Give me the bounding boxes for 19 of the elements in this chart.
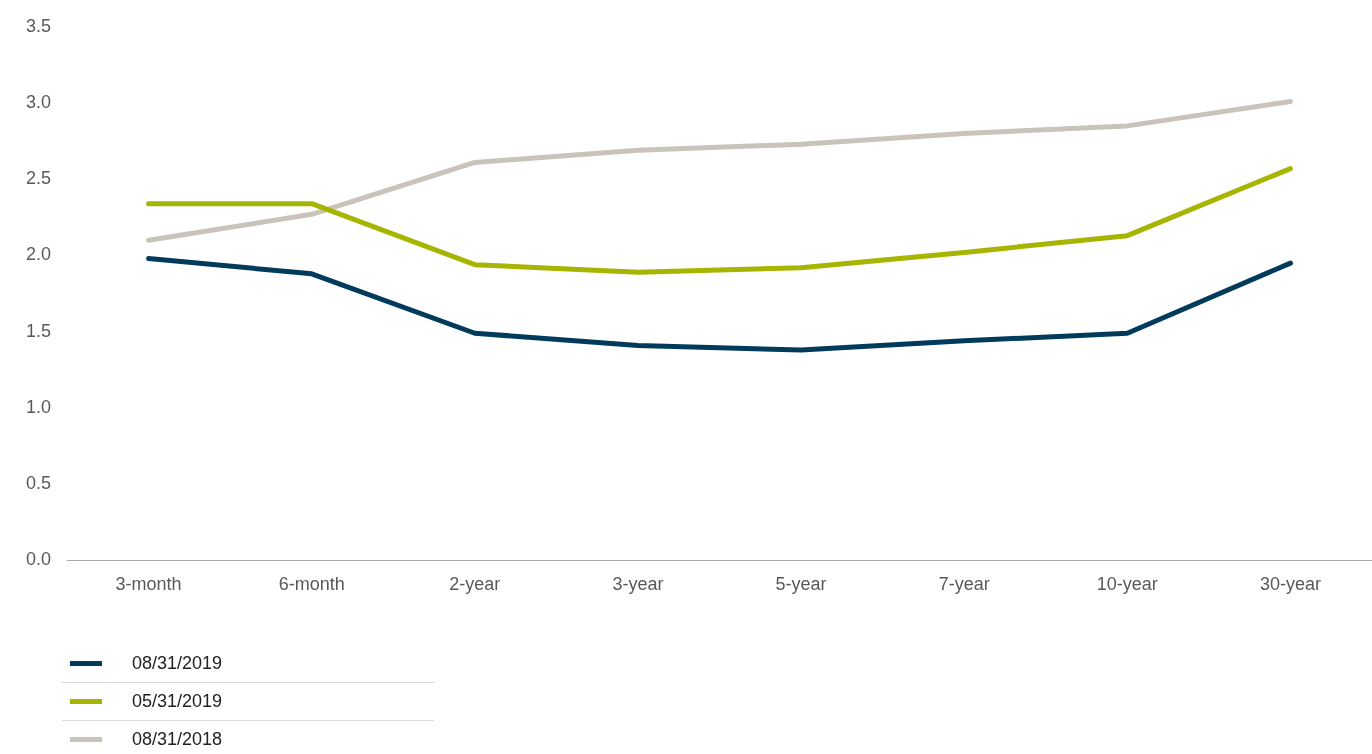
legend-label: 08/31/2018 (132, 729, 223, 750)
y-tick-label: 1.5 (25, 320, 52, 341)
x-tick-label: 7-year (938, 574, 990, 595)
y-tick-label: 0.5 (25, 473, 52, 494)
legend-label: 05/31/2019 (132, 691, 223, 712)
x-tick-label: 5-year (775, 574, 827, 595)
legend-label: 08/31/2019 (132, 653, 223, 674)
y-tick-label: 2.5 (25, 168, 52, 189)
y-tick-label: 3.0 (25, 92, 52, 112)
y-tick-label: 0.0 (25, 549, 52, 570)
x-tick-label: 3-month (115, 574, 182, 595)
x-tick-label: 6-month (278, 574, 345, 595)
y-tick-label: 3.5 (25, 15, 52, 36)
x-tick-label: 3-year (612, 574, 664, 595)
y-tick-label: 1.0 (25, 396, 52, 417)
x-tick-label: 10-year (1096, 574, 1158, 595)
x-tick-label: 30-year (1259, 574, 1321, 595)
y-tick-label: 2.0 (25, 244, 52, 265)
x-tick-label: 2-year (449, 574, 501, 595)
